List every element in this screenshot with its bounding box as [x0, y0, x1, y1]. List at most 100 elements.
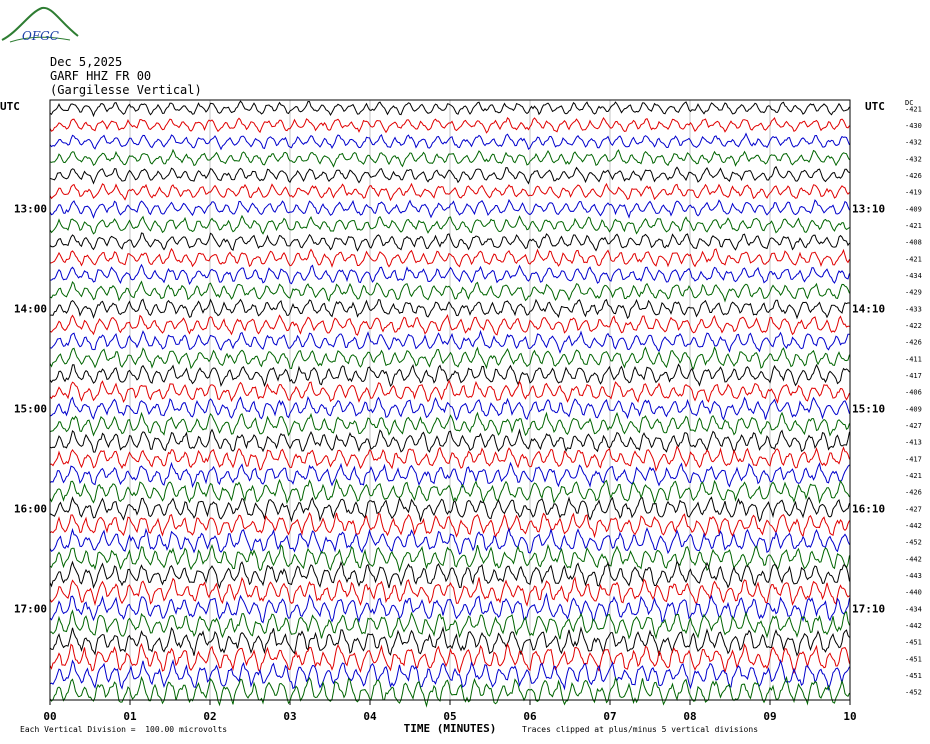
trace-row — [49, 263, 850, 286]
dc-offset-label: -421 — [905, 472, 922, 480]
left-hour-label: 13:00 — [14, 202, 47, 215]
dc-offset-label: -433 — [905, 305, 922, 313]
trace-row — [49, 280, 850, 303]
dc-offset-label: -434 — [905, 605, 922, 613]
dc-offset-label: -409 — [905, 405, 922, 413]
trace-row — [49, 132, 850, 151]
x-tick-label: 03 — [283, 710, 296, 723]
dc-offset-label: -426 — [905, 339, 922, 347]
trace-row — [49, 428, 850, 454]
trace-row — [49, 313, 850, 336]
x-tick-label: 05 — [443, 710, 456, 723]
dc-offset-label: -421 — [905, 105, 922, 113]
trace-row — [49, 411, 850, 437]
trace-row — [49, 100, 850, 118]
dc-offset-label: -451 — [905, 639, 922, 647]
location-label: (Gargilesse Vertical) — [50, 83, 202, 97]
trace-row — [49, 232, 850, 252]
dc-offset-label: -426 — [905, 172, 922, 180]
left-hour-label: 16:00 — [14, 502, 47, 515]
trace-row — [49, 626, 850, 657]
x-tick-label: 10 — [843, 710, 856, 723]
x-tick-label: 04 — [363, 710, 377, 723]
dc-offset-label: -427 — [905, 422, 922, 430]
dc-offset-label: -427 — [905, 505, 922, 513]
dc-offset-label: -430 — [905, 122, 922, 130]
trace-row — [49, 345, 850, 370]
trace-row — [49, 214, 850, 235]
trace-row — [49, 247, 850, 268]
trace-row — [49, 642, 850, 675]
station-label: GARF HHZ FR 00 — [50, 69, 152, 83]
dc-label: DC — [905, 99, 913, 107]
dc-offset-label: -442 — [905, 622, 922, 630]
left-hour-label: 17:00 — [14, 602, 47, 615]
dc-offset-label: -452 — [905, 689, 922, 697]
trace-row — [49, 329, 850, 354]
dc-offset-label: -440 — [905, 589, 922, 597]
trace-row — [50, 298, 850, 320]
trace-layer — [49, 100, 850, 708]
x-tick-label: 01 — [123, 710, 137, 723]
logo-text: OFGC — [22, 29, 59, 43]
dc-offset-label: -432 — [905, 155, 922, 163]
mountain-swoosh-icon — [1, 6, 79, 41]
dc-offset-label: -413 — [905, 439, 922, 447]
dc-offset-label: -406 — [905, 389, 922, 397]
trace-row — [49, 182, 850, 202]
dc-offset-label: -421 — [905, 255, 922, 263]
trace-row — [49, 576, 850, 607]
x-tick-label: 02 — [203, 710, 216, 723]
trace-row — [49, 592, 850, 624]
dc-offset-label: -411 — [905, 355, 922, 363]
trace-row — [49, 461, 850, 489]
left-hour-label: 15:00 — [14, 402, 47, 415]
trace-row — [49, 445, 850, 472]
date-label: Dec 5,2025 — [50, 55, 123, 69]
right-hour-label: 17:10 — [852, 602, 885, 615]
label-layer: 00 01 02 03 04 05 06 07 08 09 10 TIME (MINUTES) UTC U… — [0, 99, 922, 735]
dc-offset-label: -442 — [905, 555, 922, 563]
dc-offset-label: -429 — [905, 289, 922, 297]
dc-offset-label: -443 — [905, 572, 922, 580]
trace-row — [49, 559, 850, 590]
trace-row — [49, 675, 850, 708]
x-tick-label: 06 — [523, 710, 537, 723]
dc-offset-label: -451 — [905, 655, 922, 663]
trace-row — [49, 609, 850, 640]
dc-offset-label: -419 — [905, 189, 922, 197]
dc-offset-label: -426 — [905, 489, 922, 497]
trace-row — [49, 543, 850, 573]
x-tick-label: 07 — [603, 710, 616, 723]
trace-row — [49, 117, 850, 134]
trace-row — [49, 511, 850, 539]
trace-row — [49, 659, 850, 692]
dc-offset-label: -417 — [905, 372, 922, 380]
x-tick-label: 09 — [763, 710, 776, 723]
trace-row — [49, 496, 850, 523]
dc-offset-label: -408 — [905, 239, 922, 247]
right-hour-label: 16:10 — [852, 502, 885, 515]
dc-offset-label: -422 — [905, 322, 922, 330]
dc-offset-label: -442 — [905, 522, 922, 530]
trace-row — [49, 395, 850, 421]
trace-row — [49, 478, 850, 505]
dc-offset-label: -432 — [905, 139, 922, 147]
footer-clip-note: Traces clipped at plus/minus 5 vertical … — [522, 725, 759, 734]
left-hour-label: 14:00 — [14, 302, 47, 315]
trace-row — [49, 148, 850, 168]
trace-row — [49, 363, 850, 388]
left-utc-label: UTC — [0, 100, 20, 113]
dc-offset-label: -451 — [905, 672, 922, 680]
dc-offset-label: -409 — [905, 205, 922, 213]
ofgc-logo: OFGC — [1, 6, 79, 43]
dc-offset-label: -434 — [905, 272, 922, 280]
right-hour-label: 14:10 — [852, 302, 885, 315]
x-tick-label: 00 — [43, 710, 56, 723]
trace-row — [49, 198, 850, 219]
right-utc-label: UTC — [865, 100, 885, 113]
trace-row — [49, 527, 850, 555]
plot-frame — [49, 99, 851, 701]
dc-offset-label: -417 — [905, 455, 922, 463]
